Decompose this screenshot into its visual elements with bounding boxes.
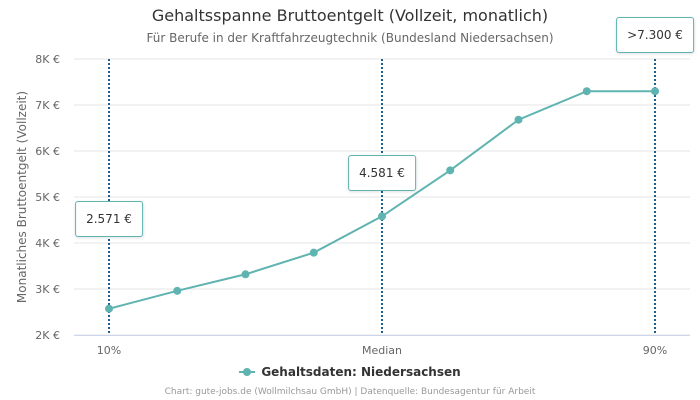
data-point[interactable]	[241, 270, 250, 279]
data-point[interactable]	[173, 286, 182, 295]
data-point[interactable]	[105, 304, 113, 313]
marker-callout: >7.300 €	[616, 17, 694, 54]
data-point[interactable]	[582, 87, 591, 96]
y-tick-label: 2K €	[35, 329, 60, 342]
data-point[interactable]	[651, 87, 659, 96]
x-tick-label: 10%	[97, 344, 121, 357]
y-tick-label: 6K €	[35, 145, 60, 158]
y-tick-label: 5K €	[35, 191, 60, 204]
x-tick-label: Median	[362, 344, 402, 357]
y-tick-label: 4K €	[35, 237, 60, 250]
y-tick-label: 7K €	[35, 99, 60, 112]
chart-legend[interactable]: Gehaltsdaten: Niedersachsen	[0, 365, 700, 379]
marker-callout: 4.581 €	[348, 155, 416, 192]
legend-series-marker	[239, 367, 256, 377]
data-point[interactable]	[378, 212, 386, 221]
legend-series-label: Gehaltsdaten: Niedersachsen	[261, 365, 461, 379]
y-tick-label: 3K €	[35, 283, 60, 296]
x-tick-label: 90%	[643, 344, 667, 357]
data-point[interactable]	[309, 248, 318, 257]
chart-credits: Chart: gute-jobs.de (Wollmilchsau GmbH) …	[164, 387, 536, 397]
marker-callout: 2.571 €	[75, 201, 143, 238]
data-point[interactable]	[446, 166, 455, 175]
data-point[interactable]	[514, 115, 523, 124]
y-tick-label: 8K €	[35, 53, 60, 66]
chart-subtitle: Für Berufe in der Kraftfahrzeugtechnik (…	[146, 31, 554, 45]
chart-title: Gehaltsspanne Bruttoentgelt (Vollzeit, m…	[151, 6, 549, 25]
